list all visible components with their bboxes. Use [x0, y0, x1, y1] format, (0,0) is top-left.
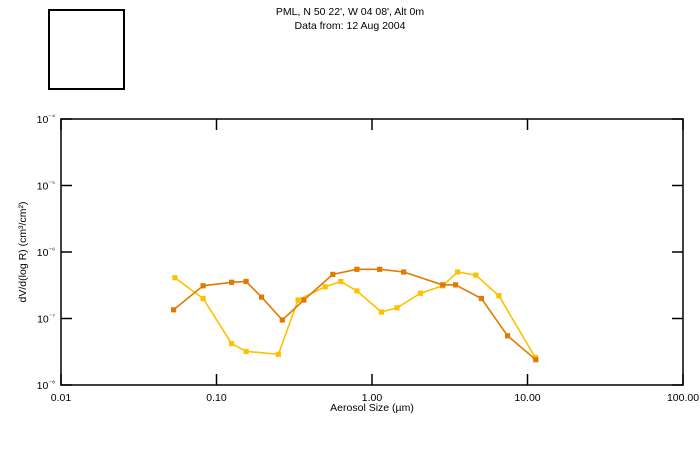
chart-title-block: PML, N 50 22', W 04 08', Alt 0m Data fro…	[0, 5, 700, 33]
series-gold-marker	[354, 288, 360, 294]
x-tick-label: 0.01	[51, 392, 72, 404]
page-title: PML, N 50 22', W 04 08', Alt 0m	[275, 6, 425, 18]
series-orange-marker	[229, 279, 235, 285]
series-gold-marker	[417, 290, 424, 296]
y-tick-label: 10⁻⁵	[37, 181, 55, 193]
series-orange-marker	[354, 266, 360, 272]
series-orange-marker	[243, 278, 249, 285]
y-axis-ticks: 10⁻⁸ 10⁻⁷ 10⁻⁶ 10⁻⁵ 10⁻⁴	[37, 114, 683, 392]
x-tick-label: 1.00	[362, 392, 383, 404]
series-gold-marker	[200, 295, 206, 302]
series-orange-marker	[200, 283, 206, 289]
series-gold-line	[174, 271, 536, 358]
y-tick-label: 10⁻⁸	[37, 380, 55, 392]
series-orange	[171, 266, 539, 363]
series-orange-marker	[401, 269, 407, 275]
y-tick-label: 10⁻⁴	[37, 114, 55, 126]
y-tick-label: 10⁻⁶	[37, 247, 55, 259]
series-gold-marker	[243, 348, 249, 354]
series-gold	[172, 269, 538, 360]
series-orange-marker	[453, 282, 459, 288]
x-tick-label: 10.00	[514, 392, 540, 404]
empty-legend-box	[48, 9, 125, 90]
series-orange-marker	[301, 297, 307, 303]
series-orange-line	[173, 268, 537, 361]
data-series-group	[171, 266, 539, 363]
series-gold-marker	[394, 305, 400, 311]
series-orange-marker	[330, 271, 336, 277]
series-orange-marker	[171, 307, 177, 313]
series-gold-marker	[229, 341, 235, 347]
series-orange-marker	[478, 295, 484, 302]
series-orange-marker	[259, 294, 265, 300]
series-gold-marker	[378, 309, 384, 315]
series-orange-marker	[440, 282, 446, 288]
series-gold-marker	[172, 275, 178, 281]
series-orange-marker	[505, 333, 511, 339]
plot-frame	[60, 118, 684, 386]
x-tick-label: 100.00	[667, 392, 699, 404]
series-gold-marker	[338, 278, 344, 285]
x-tick-label: 0.10	[206, 392, 227, 404]
series-gold-marker	[473, 272, 479, 278]
y-tick-label: 10⁻⁷	[37, 314, 55, 326]
series-orange-marker	[279, 317, 285, 323]
series-gold-marker	[295, 297, 301, 303]
series-orange-marker	[533, 357, 539, 363]
series-orange-marker	[377, 266, 383, 272]
series-gold-marker	[275, 351, 281, 357]
series-gold-marker	[322, 284, 328, 290]
chart-subtitle: Data from: 12 Aug 2004	[294, 20, 406, 32]
x-axis-ticks: 0.01 0.10 1.00 10.00 100.00	[51, 119, 699, 404]
series-gold-marker	[455, 269, 461, 275]
x-axis-label: Aerosol Size (µm)	[330, 402, 414, 414]
y-axis-label: dV/d(log R) (cm³/cm²)	[17, 202, 29, 303]
series-gold-marker	[496, 293, 502, 299]
